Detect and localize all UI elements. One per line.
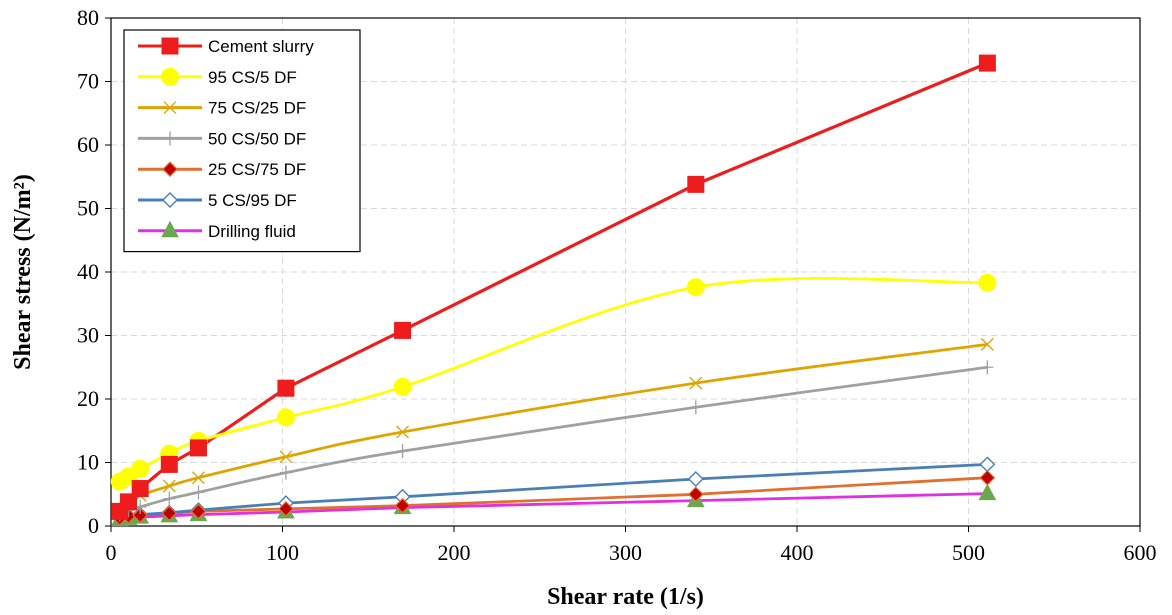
data-point bbox=[980, 337, 994, 351]
data-point bbox=[160, 455, 178, 473]
data-point bbox=[192, 471, 205, 485]
legend-label: 25 CS/75 DF bbox=[208, 160, 306, 179]
data-point bbox=[687, 486, 704, 503]
data-point bbox=[192, 485, 205, 500]
data-point bbox=[190, 503, 207, 520]
data-point-stroke bbox=[279, 450, 293, 464]
legend-swatch-marker bbox=[164, 131, 176, 146]
x-tick-label: 600 bbox=[1124, 540, 1157, 565]
x-tick-label: 400 bbox=[781, 540, 814, 565]
y-tick-label: 50 bbox=[77, 196, 99, 221]
y-axis-title: Shear stress (N/m²) bbox=[10, 174, 36, 370]
data-point bbox=[396, 425, 410, 439]
data-point bbox=[978, 483, 997, 501]
legend-swatch-marker-stroke bbox=[163, 101, 177, 115]
x-tick-label: 500 bbox=[952, 540, 985, 565]
data-point bbox=[687, 175, 705, 193]
legend-item: 75 CS/25 DF bbox=[138, 99, 306, 118]
legend-item: 50 CS/50 DF bbox=[138, 129, 306, 148]
x-axis-title: Shear rate (1/s) bbox=[547, 584, 704, 610]
legend-swatch-marker bbox=[161, 67, 179, 86]
data-point bbox=[131, 480, 149, 498]
data-point bbox=[276, 408, 295, 427]
legend-item: Drilling fluid bbox=[138, 220, 296, 241]
x-tick-label: 200 bbox=[438, 540, 471, 565]
data-point bbox=[686, 278, 705, 297]
legend-label: Cement slurry bbox=[208, 37, 314, 56]
data-point-stroke bbox=[980, 337, 994, 351]
axis-ticks: 0 100 200 300 400 500 600 0 10 20 30 40 50 60 70 80 bbox=[77, 5, 1157, 565]
legend-swatch-marker bbox=[161, 37, 179, 55]
y-tick-label: 60 bbox=[77, 132, 99, 157]
y-tick-label: 40 bbox=[77, 259, 99, 284]
data-point bbox=[396, 444, 409, 459]
data-point-stroke bbox=[689, 400, 702, 415]
legend-swatch-marker bbox=[162, 161, 178, 178]
legend-label: 5 CS/95 DF bbox=[208, 191, 297, 210]
data-point-stroke bbox=[162, 479, 176, 493]
x-tick-label: 300 bbox=[609, 540, 642, 565]
y-tick-label: 20 bbox=[77, 386, 99, 411]
grid bbox=[111, 18, 1140, 526]
data-point bbox=[131, 459, 150, 478]
x-tick-label: 100 bbox=[266, 540, 299, 565]
data-point bbox=[687, 471, 704, 487]
data-point bbox=[393, 377, 412, 396]
legend: Cement slurry 95 CS/5 DF 75 CS/25 DF 50 CS/… bbox=[123, 29, 361, 253]
x-tick-label: 0 bbox=[106, 540, 117, 565]
legend-box bbox=[123, 29, 361, 253]
data-point bbox=[279, 450, 293, 464]
data-point bbox=[163, 491, 176, 506]
y-tick-label: 80 bbox=[77, 5, 99, 30]
series-group bbox=[110, 54, 997, 527]
data-point bbox=[981, 360, 994, 375]
y-tick-label: 30 bbox=[77, 323, 99, 348]
data-point-stroke bbox=[689, 376, 703, 390]
series-markers bbox=[110, 54, 997, 527]
data-point bbox=[161, 505, 178, 522]
data-point bbox=[394, 321, 412, 339]
data-point-stroke bbox=[192, 471, 205, 485]
y-tick-label: 10 bbox=[77, 450, 99, 475]
data-point bbox=[132, 507, 149, 524]
data-point bbox=[119, 493, 137, 511]
legend-label: 50 CS/50 DF bbox=[208, 129, 306, 148]
legend-swatch-marker bbox=[161, 220, 179, 238]
legend-swatch-marker-stroke bbox=[164, 131, 176, 146]
y-tick-label: 70 bbox=[77, 69, 99, 94]
data-point-stroke bbox=[192, 485, 205, 500]
y-tick-label: 0 bbox=[88, 513, 99, 538]
data-point-stroke bbox=[396, 425, 410, 439]
data-point bbox=[394, 497, 411, 514]
data-point bbox=[162, 479, 176, 493]
legend-swatch-marker bbox=[162, 192, 178, 208]
data-point bbox=[278, 501, 294, 517]
data-point bbox=[689, 400, 702, 415]
data-point bbox=[979, 469, 996, 486]
data-point bbox=[189, 439, 207, 457]
legend-label: Drilling fluid bbox=[208, 222, 296, 241]
data-point-stroke bbox=[396, 444, 409, 459]
legend-label: 75 CS/25 DF bbox=[208, 99, 306, 118]
legend-label: 95 CS/5 DF bbox=[208, 68, 297, 87]
data-point-stroke bbox=[163, 491, 176, 506]
data-point bbox=[277, 379, 295, 397]
legend-swatch-marker bbox=[163, 101, 177, 115]
legend-item: 5 CS/95 DF bbox=[138, 191, 297, 210]
data-point bbox=[978, 54, 996, 72]
legend-item: 25 CS/75 DF bbox=[138, 160, 306, 179]
data-point bbox=[978, 273, 997, 292]
legend-item: 95 CS/5 DF bbox=[138, 67, 297, 87]
data-point bbox=[279, 465, 292, 480]
data-point-stroke bbox=[981, 360, 994, 375]
data-point-stroke bbox=[279, 465, 292, 480]
data-point bbox=[689, 376, 703, 390]
legend-item: Cement slurry bbox=[138, 37, 314, 56]
